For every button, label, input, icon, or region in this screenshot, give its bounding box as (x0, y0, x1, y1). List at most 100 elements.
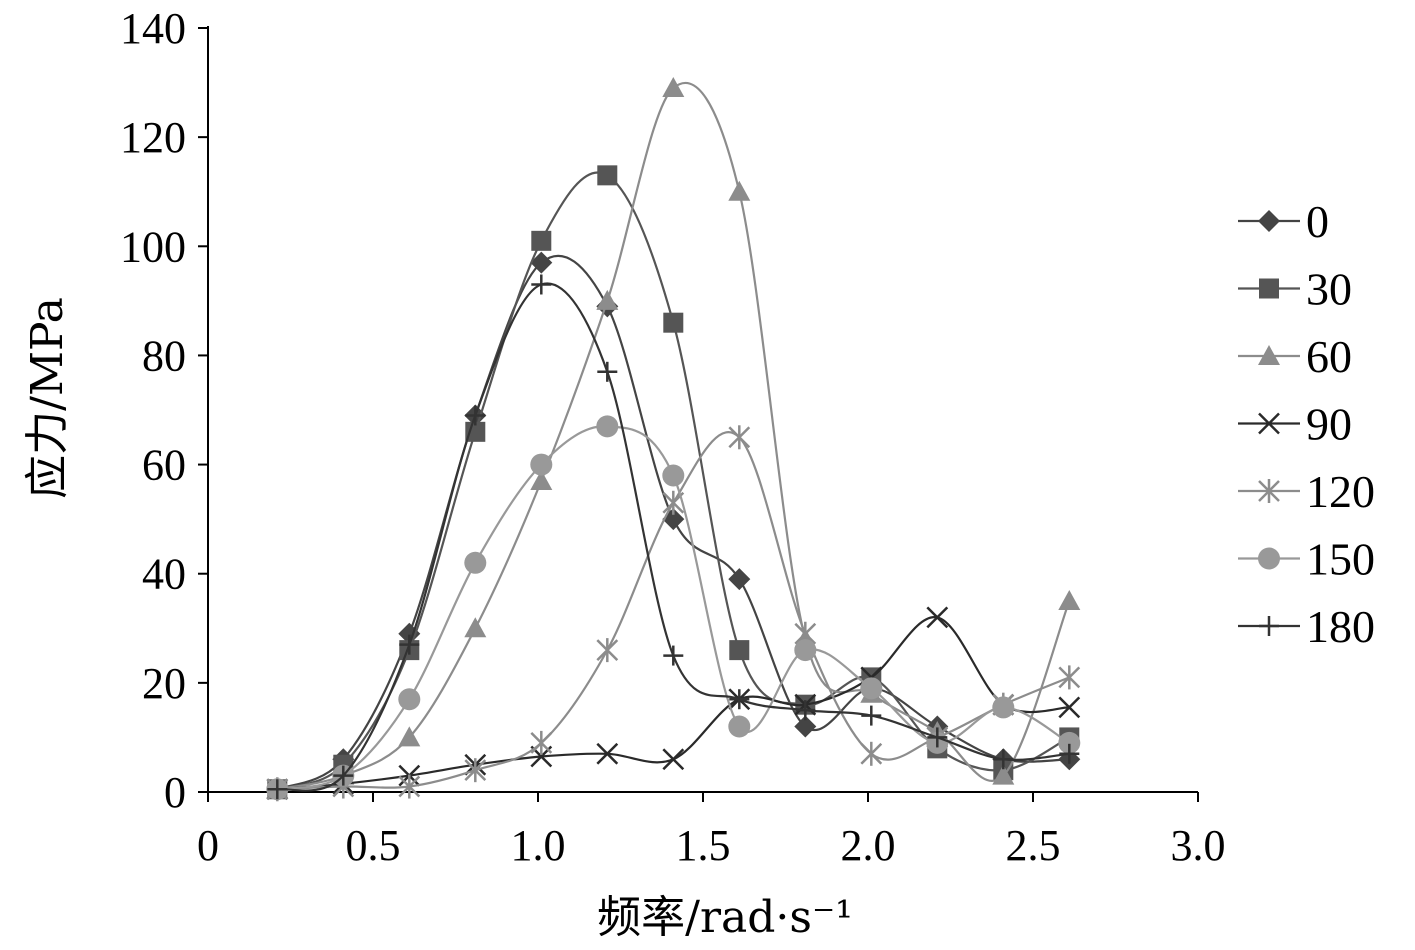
data-point-60 (464, 617, 487, 638)
data-point-120 (1058, 665, 1081, 690)
legend-marker (1258, 412, 1280, 435)
data-point-180 (993, 749, 1014, 770)
legend-marker (1258, 547, 1280, 570)
legend-marker (1259, 616, 1279, 636)
legend-item-30: 30 (1238, 264, 1352, 315)
data-point-150 (398, 688, 421, 711)
data-point-150 (662, 464, 685, 487)
legend-label: 30 (1306, 264, 1352, 315)
data-point-120 (530, 730, 553, 755)
data-point-150 (530, 453, 553, 476)
x-tick-label: 1.0 (511, 821, 566, 870)
data-point-90 (926, 606, 949, 629)
data-point-90 (596, 742, 619, 765)
data-point-60 (728, 180, 751, 201)
series-150 (266, 415, 1081, 801)
legend-label: 60 (1306, 331, 1352, 382)
data-point-120 (398, 774, 421, 799)
x-tick-label: 3.0 (1171, 821, 1226, 870)
x-tick-label: 2.5 (1006, 821, 1061, 870)
data-point-180 (861, 705, 882, 726)
x-tick-label: 0.5 (346, 821, 401, 870)
series-line-0 (276, 254, 1070, 791)
data-point-60 (530, 469, 553, 490)
data-point-120 (728, 425, 751, 450)
series-line-150 (277, 425, 1070, 791)
data-point-60 (1058, 590, 1081, 610)
data-point-180 (267, 779, 288, 800)
data-point-30 (597, 165, 618, 186)
series-60 (266, 77, 1081, 799)
series-0 (266, 251, 1081, 801)
data-point-120 (464, 758, 487, 783)
legend-marker (1258, 479, 1280, 503)
data-point-30 (531, 230, 552, 251)
data-point-60 (596, 289, 619, 310)
data-point-180 (333, 765, 354, 786)
data-point-180 (795, 700, 816, 721)
legend-marker (1259, 278, 1279, 299)
legend-marker (1258, 345, 1280, 365)
data-point-150 (464, 551, 487, 574)
series-line-120 (277, 431, 1070, 791)
data-point-180 (927, 727, 948, 748)
series-layer (266, 77, 1081, 802)
series-90 (266, 606, 1081, 801)
legend-item-90: 90 (1238, 399, 1352, 450)
data-point-60 (662, 77, 685, 98)
legend-marker (1258, 210, 1280, 232)
legend-label: 0 (1306, 196, 1329, 247)
data-point-150 (596, 415, 619, 438)
data-point-180 (1059, 743, 1080, 764)
data-point-120 (596, 638, 619, 663)
data-point-30 (729, 640, 750, 661)
data-point-90 (662, 748, 685, 771)
data-point-180 (531, 274, 552, 295)
y-tick-label: 60 (142, 441, 186, 490)
legend-label: 180 (1306, 601, 1375, 652)
legend-label: 150 (1306, 534, 1375, 585)
x-tick-label: 0 (197, 821, 219, 870)
data-point-0 (530, 251, 553, 274)
series-line-180 (277, 282, 1070, 792)
legend: 0 30 60 90 120 150 180 (1238, 196, 1375, 652)
y-tick-label: 80 (142, 331, 186, 380)
data-point-60 (992, 764, 1015, 785)
y-tick-label: 0 (164, 768, 186, 817)
x-tick-label: 2.0 (841, 821, 896, 870)
x-axis-title: 频率/rad·s⁻¹ (597, 892, 853, 943)
legend-item-0: 0 (1238, 196, 1329, 247)
data-point-180 (663, 645, 684, 666)
data-point-180 (465, 405, 486, 426)
data-point-60 (398, 726, 421, 747)
y-tick-label: 140 (120, 4, 186, 53)
y-tick-label: 20 (142, 659, 186, 708)
series-line-30 (276, 171, 1070, 791)
data-point-0 (728, 568, 751, 591)
y-tick-label: 120 (120, 113, 186, 162)
data-point-90 (1058, 696, 1081, 719)
x-tick-label: 1.5 (676, 821, 731, 870)
legend-item-60: 60 (1238, 331, 1352, 382)
data-point-180 (729, 689, 750, 710)
series-line-90 (277, 616, 1070, 791)
data-point-120 (860, 741, 883, 766)
legend-item-150: 150 (1238, 534, 1375, 585)
y-tick-label: 100 (120, 222, 186, 271)
axes: 0 20 40 60 80 100 120 140 0 0.5 1.0 1.5 2.0 2.5 3.0 (120, 4, 1226, 870)
data-point-180 (399, 634, 420, 655)
data-point-180 (597, 361, 618, 382)
legend-label: 120 (1306, 466, 1375, 517)
data-point-30 (663, 312, 684, 333)
data-point-150 (992, 696, 1015, 719)
data-point-150 (1058, 731, 1081, 754)
series-180 (267, 274, 1080, 800)
y-tick-label: 40 (142, 550, 186, 599)
y-axis-title: 应力/MPa (22, 297, 73, 499)
data-point-150 (860, 677, 883, 700)
legend-item-120: 120 (1238, 466, 1375, 517)
data-point-150 (794, 639, 817, 662)
legend-item-180: 180 (1238, 601, 1375, 652)
data-point-0 (794, 715, 817, 738)
